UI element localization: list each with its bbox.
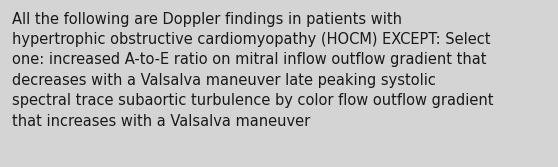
Text: All the following are Doppler findings in patients with
hypertrophic obstructive: All the following are Doppler findings i… — [12, 12, 494, 129]
